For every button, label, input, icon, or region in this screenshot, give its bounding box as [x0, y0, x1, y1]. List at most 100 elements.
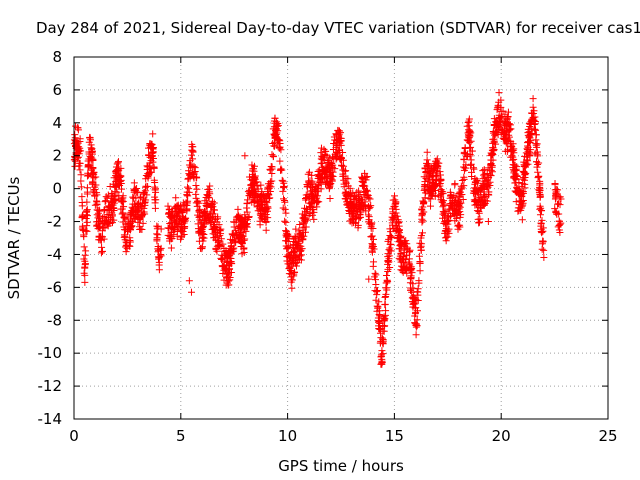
data-point [200, 234, 208, 242]
data-point [539, 238, 547, 246]
data-point [291, 268, 299, 276]
data-point [383, 277, 391, 285]
data-point [538, 229, 546, 237]
data-point [257, 181, 265, 189]
data-point [442, 226, 450, 234]
data-point [192, 181, 200, 189]
data-point [493, 104, 501, 112]
data-point [98, 248, 106, 256]
data-point [179, 202, 187, 210]
data-point [102, 193, 110, 201]
data-point [527, 119, 535, 127]
data-point [108, 189, 116, 197]
data-point [411, 312, 419, 320]
data-point [433, 171, 441, 179]
data-point [323, 167, 331, 175]
data-point [83, 206, 91, 214]
data-point [240, 245, 248, 253]
data-point [551, 181, 559, 189]
data-point [417, 246, 425, 254]
data-point [511, 179, 519, 187]
data-point [417, 240, 425, 248]
data-point [241, 152, 249, 160]
data-point [177, 235, 185, 243]
y-tick-label: -8 [47, 311, 62, 329]
data-point [423, 159, 431, 167]
data-point [399, 256, 407, 264]
data-point [382, 271, 390, 279]
data-point [136, 225, 144, 233]
data-point [112, 167, 120, 175]
data-point [519, 196, 527, 204]
data-point [364, 211, 372, 219]
data-point [118, 198, 126, 206]
data-point [524, 150, 532, 158]
data-point [210, 206, 218, 214]
data-point [151, 193, 159, 201]
data-point [376, 324, 384, 332]
data-point [290, 272, 298, 280]
data-point [271, 142, 279, 150]
data-point [164, 210, 172, 218]
data-point [320, 154, 328, 162]
data-point [447, 200, 455, 208]
data-point [131, 200, 139, 208]
data-point [310, 199, 318, 207]
data-point [361, 201, 369, 209]
data-point [256, 217, 264, 225]
data-point [269, 152, 277, 160]
data-point [139, 210, 147, 218]
data-point [166, 220, 174, 228]
data-point [233, 230, 241, 238]
data-point [378, 359, 386, 367]
data-point [202, 215, 210, 223]
data-point [211, 222, 219, 230]
data-point [488, 163, 496, 171]
data-point [305, 195, 313, 203]
data-point [177, 205, 185, 213]
data-point [387, 247, 395, 255]
data-point [528, 116, 536, 124]
data-point [529, 95, 537, 103]
data-point [167, 244, 175, 252]
data-point [465, 126, 473, 134]
data-point [212, 245, 220, 253]
data-point [517, 206, 525, 214]
data-point [388, 233, 396, 241]
data-point [509, 164, 517, 172]
data-point [428, 191, 436, 199]
data-point [461, 164, 469, 172]
data-point [383, 286, 391, 294]
data-point [396, 241, 404, 249]
data-point [93, 191, 101, 199]
data-point [525, 148, 533, 156]
data-point [389, 208, 397, 216]
data-point [72, 153, 80, 161]
data-point [76, 166, 84, 174]
data-point [74, 143, 82, 151]
data-point [188, 143, 196, 151]
data-point [101, 222, 109, 230]
data-point [227, 246, 235, 254]
data-point [245, 173, 253, 181]
data-point [213, 242, 221, 250]
data-point [156, 246, 164, 254]
data-point [114, 159, 122, 167]
data-point [195, 213, 203, 221]
data-point [395, 237, 403, 245]
data-point [122, 248, 130, 256]
data-point [429, 166, 437, 174]
data-point [106, 183, 114, 191]
data-point [471, 175, 479, 183]
data-point [475, 196, 483, 204]
data-point [107, 214, 115, 222]
data-point [129, 193, 137, 201]
data-point [366, 203, 374, 211]
data-point [296, 221, 304, 229]
data-point [335, 146, 343, 154]
data-point [530, 107, 538, 115]
data-point [479, 167, 487, 175]
data-point [115, 192, 123, 200]
data-point [477, 187, 485, 195]
data-point [151, 178, 159, 186]
